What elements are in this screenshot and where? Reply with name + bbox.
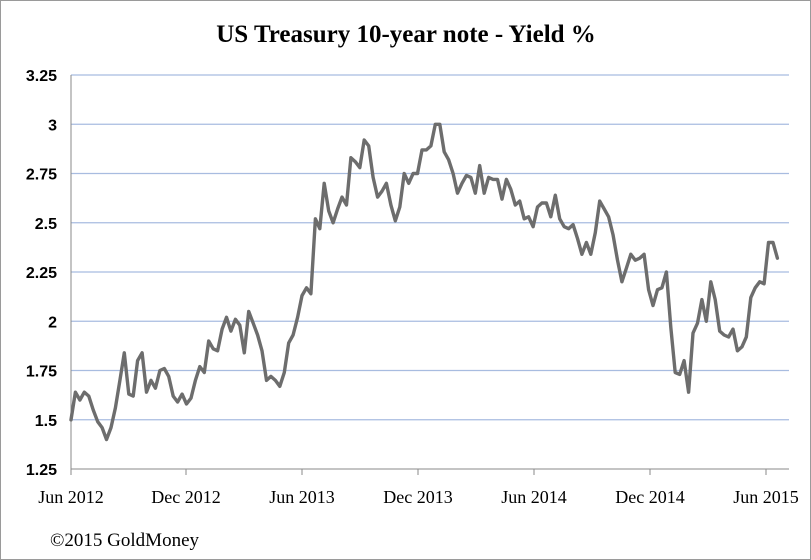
x-tick-label: Jun 2015: [733, 487, 799, 507]
y-tick-label: 1.5: [35, 413, 57, 430]
x-tick-label: Jun 2014: [501, 487, 567, 507]
axes: [70, 75, 789, 470]
x-tick-label: Dec 2012: [151, 487, 220, 507]
copyright-credit: ©2015 GoldMoney: [50, 530, 200, 551]
y-tick-label: 2.75: [26, 167, 57, 184]
y-tick-label: 2.5: [35, 216, 57, 233]
chart-title: US Treasury 10-year note - Yield %: [216, 21, 596, 48]
y-tick-label: 1.25: [26, 462, 57, 479]
x-tick-label: Jun 2012: [38, 487, 104, 507]
y-tick-label: 1.75: [26, 364, 57, 381]
y-tick-label: 2.25: [26, 265, 57, 282]
y-tick-label: 3.25: [26, 68, 57, 85]
grid-lines: [71, 74, 789, 421]
y-tick-label: 3: [48, 117, 57, 134]
x-axis-ticks: Jun 2012 Dec 2012 Jun 2013 Dec 2013 Jun 2014…: [38, 469, 799, 507]
series-line-yield: [69, 122, 780, 442]
x-tick-label: Jun 2013: [269, 487, 335, 507]
y-axis-ticks: 1.25 1.5 1.75 2 2.25 2.5 2.75 3 3.25: [26, 68, 57, 479]
x-tick-label: Dec 2014: [615, 487, 684, 507]
x-tick-label: Dec 2013: [383, 487, 452, 507]
y-tick-label: 2: [48, 314, 57, 331]
